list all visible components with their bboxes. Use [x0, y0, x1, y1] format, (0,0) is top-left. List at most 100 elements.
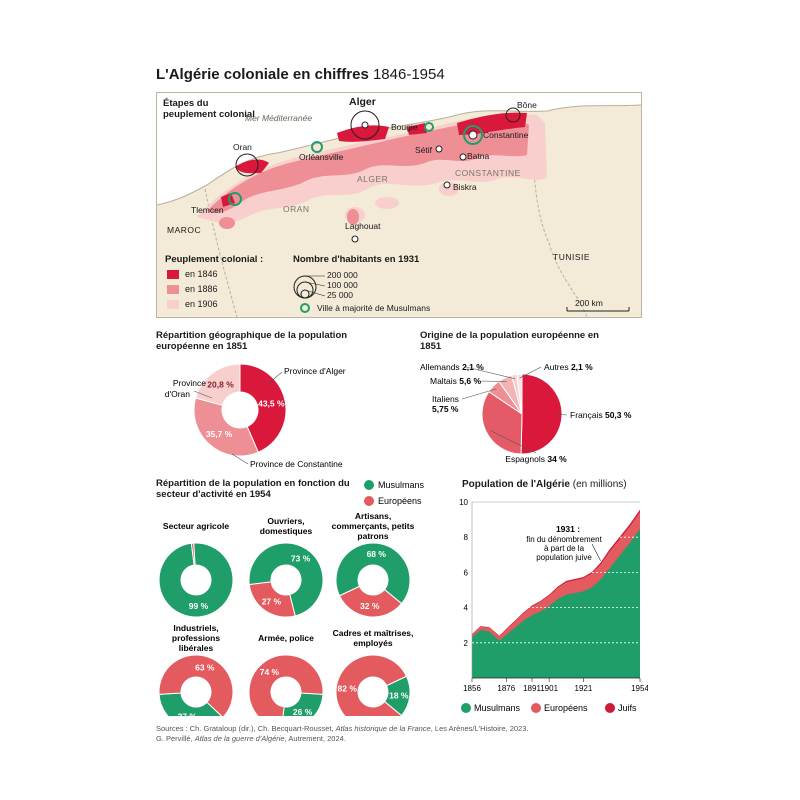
legend-swatch-1846 — [167, 270, 179, 279]
sector-title-5: employés — [353, 638, 392, 648]
chart-origin-svg: Français 50,3 % Espagnols 34 % Italiens5,7… — [420, 362, 632, 464]
sector-value-2-1: 32 % — [360, 601, 380, 611]
legend-dot-musulmans — [364, 480, 374, 490]
pop-legend-dot-1 — [531, 703, 541, 713]
city-label-orleansville: Orléansville — [299, 152, 344, 162]
settlement-1886-west — [219, 217, 235, 229]
ytick-6: 6 — [464, 568, 469, 577]
legend-label-musulmans: Musulmans — [378, 480, 425, 490]
origin-pie — [481, 373, 563, 455]
origin-label-5: Autres 2,1 % — [544, 362, 593, 372]
sector-title-5: Cadres et maîtrises, — [333, 628, 414, 638]
pop-area-svg: 2 4 6 8 10 1856 1876 1891 1901 1921 1954 1931 :fin … — [459, 498, 648, 713]
annotation-line-2: population juive — [536, 553, 592, 562]
pop-legend-dot-0 — [461, 703, 471, 713]
sector-donut-1: Ouvriers,domestiques 73 % 27 % — [248, 516, 324, 618]
page-title: L'Algérie coloniale en chiffres 1846-195… — [156, 66, 445, 83]
sources-line2-suffix: , Autrement, 2024. — [284, 734, 346, 743]
sector-title-2: Artisans, — [355, 511, 391, 521]
city-circle-biskra — [443, 181, 451, 189]
settlement-1846-oran — [235, 159, 269, 174]
slice-europeens-3 — [158, 654, 234, 716]
city-circle-tlemcen — [228, 192, 242, 206]
colonial-settlement-map: Étapes du peuplement colonial Mer Médite… — [156, 92, 642, 318]
morocco-border — [204, 188, 238, 317]
origin-labels: Français 50,3 % Espagnols 34 % Italiens5,7… — [420, 362, 632, 464]
legend-swatch-1906 — [167, 300, 179, 309]
slice-autres — [516, 373, 523, 415]
region-label-alger: ALGER — [357, 174, 389, 184]
geo-value-2: 20,8 % — [207, 380, 234, 390]
pop-legend-label-2: Juifs — [618, 703, 637, 713]
slice-musulmans-1 — [248, 542, 324, 617]
sector-title-2: commerçants, petits — [332, 521, 415, 531]
region-label-maroc: MAROC — [167, 225, 202, 235]
settlement-1846-constantine — [457, 112, 527, 135]
origin-label-1: Espagnols 34 % — [505, 454, 567, 464]
ytick-4: 4 — [464, 604, 469, 613]
scale-label: 200 km — [575, 298, 603, 308]
city-circle-constantine — [463, 125, 483, 145]
city-circle-alger-inner — [361, 121, 369, 129]
region-label-constantine: CONSTANTINE — [455, 168, 521, 178]
pop-legend-25000 — [300, 289, 310, 299]
slice-europeens-1 — [248, 581, 296, 618]
geo-label-oran-1: Province — [173, 378, 206, 388]
sources-line1-title: Atlas historique de la France — [335, 724, 431, 733]
city-circle-alger — [350, 110, 380, 140]
geo-label-constantine: Province de Constantine — [250, 459, 343, 469]
area-musulmans — [472, 529, 640, 678]
pop-legend-label-200000: 200 000 — [327, 270, 358, 280]
chart-pop-title: Population de l'Algérie — [462, 479, 570, 490]
settlement-1846-alger — [337, 125, 389, 142]
geo-donut: 43,5 % 35,7 % 20,8 % — [193, 363, 287, 457]
sources-line-1: Sources : Ch. Grataloup (dir.), Ch. Becq… — [156, 724, 528, 734]
legend-swatch-1886 — [167, 285, 179, 294]
legend-label-europeens: Européens — [378, 496, 422, 506]
city-label-tlemcen: Tlemcen — [191, 205, 224, 215]
sources-line1-prefix: Sources : Ch. Grataloup (dir.), Ch. Becq… — [156, 724, 334, 733]
xtick-1891: 1891 — [523, 684, 541, 693]
city-label-bougie: Bougie — [391, 122, 418, 132]
map-sea-label: Mer Méditerranée — [245, 113, 313, 123]
region-label-oran: ORAN — [283, 204, 310, 214]
city-label-batna: Batna — [467, 151, 490, 161]
geo-label-oran-2: d'Oran — [165, 389, 191, 399]
sector-title-1: domestiques — [260, 526, 313, 536]
annotation-year: 1931 : — [556, 524, 580, 534]
origin-leader-1 — [489, 430, 537, 454]
slice-musulmans-3 — [158, 692, 223, 716]
map-legend-1846: en 1846 — [185, 269, 218, 279]
geo-value-0: 43,5 % — [258, 399, 285, 409]
pop-legend-label-25000: 25 000 — [327, 290, 353, 300]
slice-musulmans-4 — [282, 692, 324, 716]
city-circle-constantine-inner — [468, 130, 478, 140]
city-circle-batna — [459, 153, 467, 161]
city-circle-bone — [505, 107, 521, 123]
annotation-line-0: fin du dénombrement — [526, 535, 602, 544]
slice-francais — [520, 373, 563, 455]
city-label-laghouat: Laghouat — [345, 221, 381, 231]
title-years: 1846-1954 — [372, 66, 445, 83]
chart-pop-subtitle: (en millions) — [572, 479, 627, 490]
origin-leader-5 — [519, 366, 542, 379]
settlement-1886 — [207, 119, 529, 213]
city-label-oran: Oran — [233, 142, 252, 152]
sector-value-4-1: 74 % — [260, 667, 280, 677]
geo-value-1: 35,7 % — [206, 429, 233, 439]
pop-legend-dot-2 — [605, 703, 615, 713]
majority-legend-icon — [300, 303, 310, 313]
slice-alger — [239, 363, 287, 453]
sources-line2-prefix: G. Pervillé, — [156, 734, 193, 743]
xtick-1856: 1856 — [463, 684, 481, 693]
ytick-8: 8 — [464, 533, 469, 542]
sector-value-2-0: 68 % — [367, 549, 387, 559]
map-heading: Étapes du peuplement colonial — [163, 98, 255, 120]
chart-pop-title-wrap: Population de l'Algérie (en millions) — [462, 479, 627, 490]
sources-line2-title: Atlas de la guerre d'Algérie — [194, 734, 285, 743]
map-svg — [157, 93, 641, 317]
slice-europeens-0 — [190, 542, 196, 566]
region-label-tunisie: TUNISIE — [553, 252, 591, 262]
slice-europeens-5 — [335, 654, 408, 716]
legend-dot-europeens — [364, 496, 374, 506]
